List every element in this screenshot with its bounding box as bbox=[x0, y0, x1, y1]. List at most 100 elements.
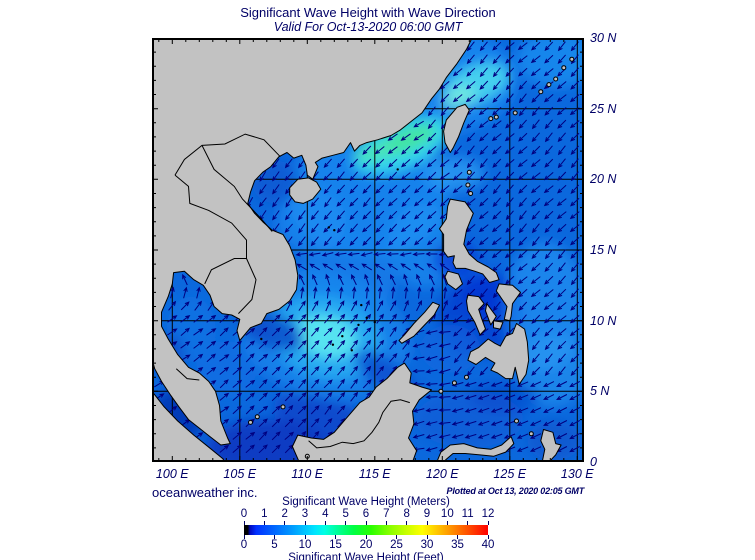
feet_values-label: 10 bbox=[298, 539, 312, 551]
meters_values-label: 7 bbox=[383, 508, 390, 520]
land-sulawesi-north bbox=[436, 436, 515, 462]
meters_values-label: 8 bbox=[403, 508, 410, 520]
legend-tick bbox=[243, 535, 245, 539]
lat-label: 0 bbox=[590, 455, 597, 469]
meters_values-label: 1 bbox=[261, 508, 268, 520]
land-polygons bbox=[152, 38, 562, 462]
legend-tick bbox=[426, 535, 428, 539]
meters_values-label: 5 bbox=[342, 508, 349, 520]
legend-tick bbox=[365, 535, 367, 539]
legend-tick bbox=[446, 521, 448, 525]
legend-feet-ticks bbox=[243, 535, 489, 539]
legend-tick bbox=[345, 521, 347, 525]
land-halmahera bbox=[540, 429, 562, 462]
legend-tick bbox=[467, 521, 469, 525]
legend-feet-scale: 0 5 10 15 20 25 30 35 40 bbox=[240, 539, 495, 552]
meters_values-label: 11 bbox=[461, 508, 474, 520]
reef-specks bbox=[260, 168, 399, 352]
lat-label: 5 N bbox=[590, 384, 610, 399]
border-vietnam-cambodia bbox=[238, 258, 257, 314]
feet_values-label: 5 bbox=[271, 539, 278, 551]
meters_values-label: 10 bbox=[440, 508, 454, 520]
legend-tick bbox=[304, 521, 306, 525]
plotted-timestamp: Plotted at Oct 13, 2020 02:05 GMT bbox=[446, 486, 585, 496]
land-mindanao bbox=[467, 323, 530, 385]
land-sumatra bbox=[152, 390, 224, 462]
lat-label: 25 N bbox=[590, 101, 617, 116]
meters_values-label: 6 bbox=[362, 508, 370, 520]
land-borneo bbox=[291, 362, 432, 462]
lat-label: 10 N bbox=[590, 313, 617, 328]
land-mindoro bbox=[444, 270, 463, 291]
legend-tick bbox=[263, 521, 265, 525]
land-asia-mainland bbox=[152, 38, 473, 446]
feet_values-label: 25 bbox=[390, 539, 403, 551]
border-vietnam-laos bbox=[201, 145, 273, 232]
legend-tick bbox=[365, 521, 367, 525]
land-samar-leyte bbox=[495, 283, 521, 322]
legend-tick bbox=[243, 521, 245, 525]
wave-direction-arrows bbox=[154, 41, 581, 454]
legend-tick bbox=[284, 521, 286, 525]
country-borders bbox=[174, 133, 410, 449]
land-panay-negros bbox=[466, 294, 486, 336]
meters_values-label: 4 bbox=[322, 508, 329, 520]
border-malaysia-thailand bbox=[175, 368, 200, 381]
wave-map-svg bbox=[152, 38, 584, 462]
lon-label: 115 E bbox=[358, 467, 391, 481]
wave-height-colorbar bbox=[244, 525, 488, 535]
small-islands bbox=[248, 56, 575, 459]
legend-tick bbox=[487, 535, 489, 539]
meters_values-label: 0 bbox=[240, 508, 248, 520]
feet_values-label: 30 bbox=[420, 539, 434, 551]
lon-label: 130 E bbox=[560, 467, 594, 481]
meters_values-label: 12 bbox=[481, 508, 495, 520]
feet_values-label: 40 bbox=[481, 539, 495, 551]
feet_values-label: 15 bbox=[329, 539, 342, 551]
legend-tick bbox=[304, 535, 306, 539]
land-palawan bbox=[398, 301, 440, 344]
lon-label: 105 E bbox=[223, 467, 257, 481]
lon-label: 120 E bbox=[425, 467, 459, 481]
land-hainan bbox=[289, 177, 322, 204]
legend-tick bbox=[274, 535, 275, 539]
border-thailand-cambodia bbox=[204, 258, 247, 285]
lat-label: 20 N bbox=[590, 172, 617, 187]
feet_values-label: 0 bbox=[240, 539, 248, 551]
valid-time-subtitle: Valid For Oct-13-2020 06:00 GMT bbox=[273, 20, 463, 34]
legend-tick bbox=[457, 535, 458, 539]
land-luzon bbox=[439, 198, 500, 283]
legend-title-feet: Significant Wave Height (Feet) bbox=[288, 552, 444, 560]
legend-tick bbox=[324, 521, 326, 525]
credit-text: oceanweather inc. bbox=[152, 485, 258, 500]
land-cebu bbox=[485, 303, 497, 326]
feet_values-label: 20 bbox=[359, 539, 373, 551]
lon-label: 110 E bbox=[291, 467, 324, 481]
border-thailand-laos bbox=[174, 174, 247, 259]
border-china-vietnam bbox=[174, 133, 281, 176]
meters_values-label: 2 bbox=[281, 508, 288, 520]
lat-label: 15 N bbox=[590, 243, 617, 257]
legend-tick bbox=[426, 521, 428, 525]
map-frame bbox=[152, 38, 584, 462]
meters_values-label: 9 bbox=[423, 508, 431, 520]
border-malaysia-indonesia-borneo bbox=[308, 399, 410, 449]
legend-meters-ticks bbox=[243, 521, 489, 525]
legend-tick bbox=[385, 521, 387, 525]
legend-meters-scale: 0 1 2 3 4 5 6 7 8 9 10 11 12 bbox=[240, 508, 495, 521]
legend-tick bbox=[406, 521, 408, 525]
legend-tick bbox=[335, 535, 336, 539]
meters_values-label: 3 bbox=[301, 508, 309, 520]
lat-label: 30 N bbox=[590, 31, 617, 45]
feet_values-label: 35 bbox=[451, 539, 464, 551]
lon-label: 125 E bbox=[493, 467, 527, 481]
legend-title-meters: Significant Wave Height (Meters) bbox=[282, 496, 450, 508]
page-title: Significant Wave Height with Wave Direct… bbox=[240, 5, 496, 20]
land-bohol bbox=[493, 320, 504, 330]
land-taiwan bbox=[443, 103, 470, 153]
legend-tick bbox=[487, 521, 489, 525]
legend-tick bbox=[396, 535, 397, 539]
map-canvas bbox=[152, 38, 584, 462]
